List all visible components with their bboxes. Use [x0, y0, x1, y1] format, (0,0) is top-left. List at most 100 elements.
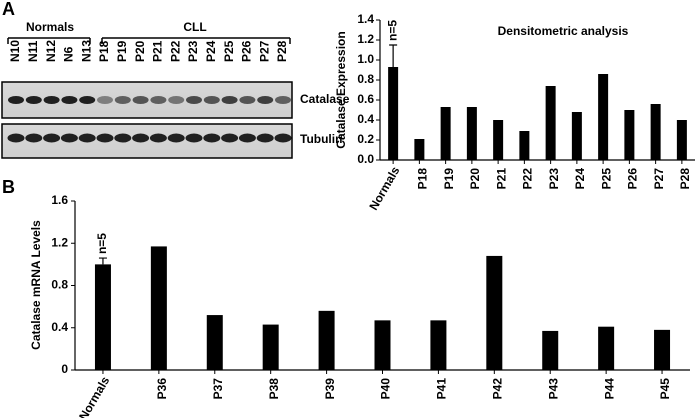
y-tick-label: 0.2 [357, 132, 374, 146]
bar [624, 110, 635, 160]
lane-label: N10 [8, 40, 22, 62]
bar [414, 139, 425, 160]
blot-band [168, 96, 185, 104]
x-tick-label: P19 [442, 168, 456, 190]
bar [388, 67, 399, 160]
blot-band [8, 96, 24, 104]
x-tick-label: P37 [211, 378, 225, 400]
y-tick-label: 1.6 [51, 193, 68, 207]
y-tick-label: 0.4 [51, 320, 68, 334]
blot-band [186, 96, 202, 104]
blot-band [167, 133, 185, 143]
bar [150, 246, 167, 370]
blot-band [132, 133, 150, 143]
group-label: CLL [183, 20, 206, 34]
blot-band [257, 96, 274, 104]
bar [440, 107, 451, 160]
y-tick-label: 1.2 [357, 32, 374, 46]
bar [676, 120, 687, 160]
panel-label: A [2, 0, 15, 19]
band-label: Tubulin [300, 132, 342, 146]
annotation: n=5 [385, 20, 399, 41]
x-tick-label: P44 [602, 378, 616, 400]
x-tick-label: P24 [573, 168, 587, 190]
lane-label: P18 [97, 40, 111, 62]
lane-label: P21 [151, 40, 165, 62]
lane-label: N11 [26, 40, 40, 62]
chart-title: Densitometric analysis [498, 24, 629, 38]
blot-band [203, 96, 220, 104]
bar [542, 330, 559, 370]
lane-label: P27 [257, 40, 271, 62]
bar [493, 120, 504, 160]
band-label: Catalase [300, 92, 350, 106]
group-label: Normals [26, 20, 74, 34]
lane-label: P20 [133, 40, 147, 62]
bar [598, 74, 609, 160]
lane-label: P24 [204, 40, 218, 62]
bar [650, 104, 661, 160]
blot-band [221, 96, 238, 104]
x-tick-label: P20 [468, 168, 482, 190]
blot-band [25, 96, 42, 104]
y-tick-label: 0.8 [51, 278, 68, 292]
error-bar [98, 257, 107, 265]
bar [519, 131, 530, 160]
x-tick-label: P38 [267, 378, 281, 400]
x-tick-label: Normals [76, 374, 112, 418]
x-tick-label: P39 [323, 378, 337, 400]
bar [262, 324, 279, 370]
blot-band [25, 133, 43, 143]
lane-label: P19 [115, 40, 129, 62]
lane-label: N6 [62, 46, 76, 62]
bar [206, 315, 223, 370]
lane-label: P26 [240, 40, 254, 62]
x-tick-label: P40 [379, 378, 393, 400]
annotation: n=5 [95, 233, 109, 254]
y-tick-label: 0.8 [357, 72, 374, 86]
bar [374, 320, 391, 370]
blot-band [114, 96, 131, 104]
blot-band [43, 96, 60, 104]
lane-label: N12 [44, 40, 58, 62]
blot-band [275, 96, 291, 104]
x-tick-label: P43 [546, 378, 560, 400]
blot-band [61, 96, 78, 104]
bar [545, 86, 556, 160]
blot-band [78, 133, 96, 143]
blot-band [256, 133, 274, 143]
y-tick-label: 1.0 [357, 52, 374, 66]
x-tick-label: P45 [658, 378, 672, 400]
x-tick-label: P36 [155, 378, 169, 400]
lane-label: P22 [168, 40, 182, 62]
blot-band [96, 133, 114, 143]
bar [466, 107, 477, 160]
blot-band [239, 96, 256, 104]
blot-band [149, 133, 167, 143]
bar [598, 326, 615, 370]
bar [318, 310, 335, 370]
blot-band [150, 96, 167, 104]
bar [654, 329, 671, 370]
blot-band [203, 133, 221, 143]
error-bar [389, 44, 398, 67]
x-tick-label: P27 [652, 168, 666, 190]
x-tick-label: P23 [547, 168, 561, 190]
y-tick-label: 1.4 [357, 12, 374, 26]
blot-band [132, 96, 149, 104]
blot-band [221, 133, 239, 143]
lane-label: P28 [275, 40, 289, 62]
blot-band [97, 96, 113, 104]
blot-band [7, 133, 25, 143]
blot-band [43, 133, 61, 143]
y-tick-label: 0.6 [357, 92, 374, 106]
blot-band [274, 133, 292, 143]
x-tick-label: P42 [490, 378, 504, 400]
blot-band [238, 133, 256, 143]
blot-band [60, 133, 78, 143]
blot-band [79, 96, 96, 104]
blot-band [114, 133, 132, 143]
bar [486, 255, 503, 370]
y-axis-label: Catalase Expression [334, 31, 348, 148]
